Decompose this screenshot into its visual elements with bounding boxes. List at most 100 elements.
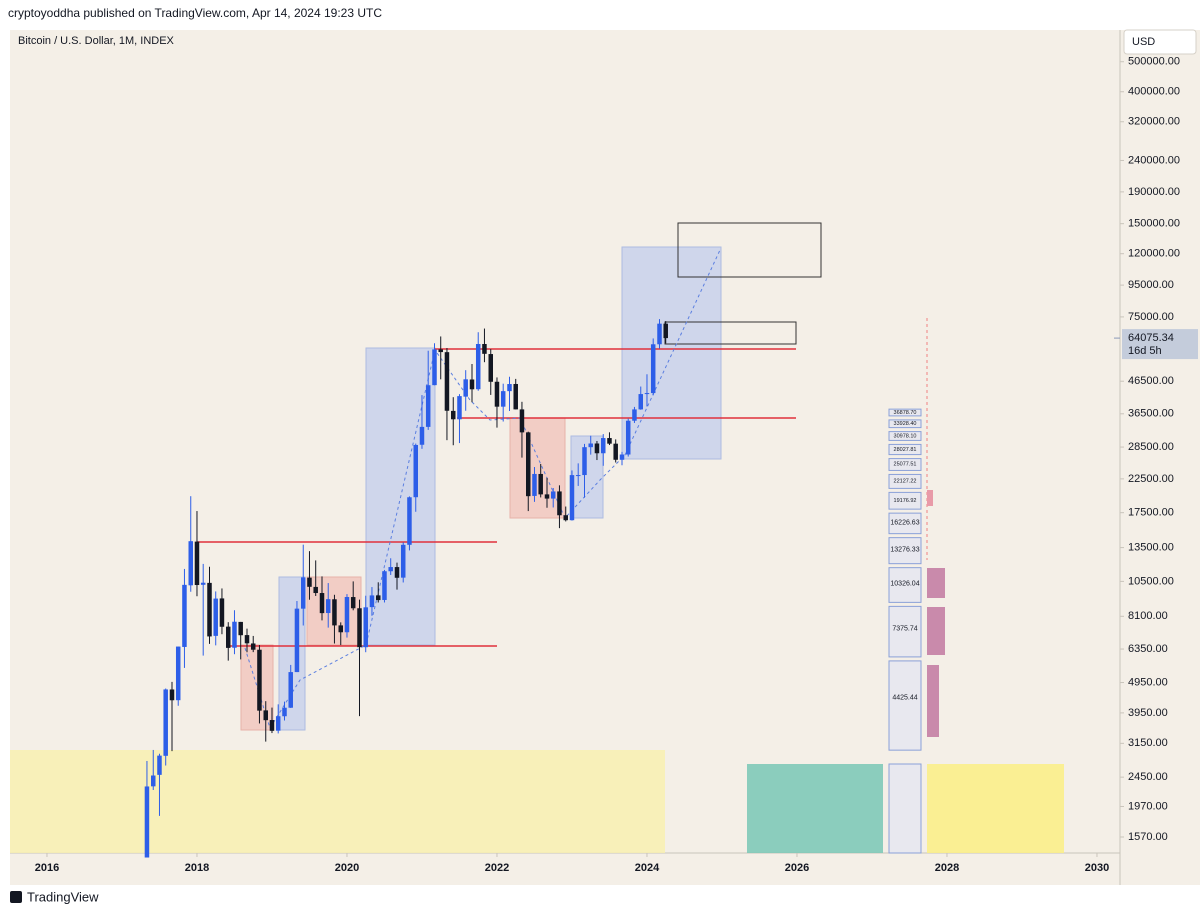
candle-body bbox=[357, 608, 362, 648]
candle-body bbox=[413, 444, 418, 498]
candle-body bbox=[488, 354, 493, 382]
candle-body bbox=[532, 473, 537, 496]
y-tick-label: 190000.00 bbox=[1128, 186, 1180, 198]
y-tick-label: 6350.00 bbox=[1128, 643, 1168, 655]
candle-body bbox=[407, 497, 412, 545]
candle-body bbox=[575, 475, 581, 477]
profile-label: 33928.40 bbox=[894, 421, 917, 427]
x-axis-area bbox=[10, 853, 1120, 885]
candle-body bbox=[226, 626, 231, 648]
profile-label: 19176.92 bbox=[894, 498, 917, 504]
x-tick-label: 2016 bbox=[35, 862, 59, 874]
candle-body bbox=[438, 349, 443, 353]
candle-body bbox=[500, 391, 506, 407]
candle-body bbox=[657, 323, 662, 345]
candle-body bbox=[494, 381, 500, 407]
projection-path bbox=[244, 249, 721, 730]
candle-body bbox=[275, 716, 281, 731]
candle-body bbox=[625, 420, 631, 455]
chart-title: Bitcoin / U.S. Dollar, 1M, INDEX bbox=[18, 35, 175, 47]
profile-label: 28027.81 bbox=[894, 447, 917, 453]
y-tick-label: 120000.00 bbox=[1128, 248, 1180, 260]
candle-body bbox=[513, 383, 518, 410]
y-tick-label: 36500.00 bbox=[1128, 408, 1174, 420]
x-tick-label: 2020 bbox=[335, 862, 359, 874]
candle-body bbox=[457, 396, 462, 420]
y-tick-label: 4950.00 bbox=[1128, 676, 1168, 688]
y-tick-label: 13500.00 bbox=[1128, 541, 1174, 553]
candle-body bbox=[663, 323, 668, 339]
candle-body bbox=[332, 599, 337, 626]
candle-body bbox=[382, 571, 387, 600]
candle-body bbox=[238, 621, 243, 636]
candle-body bbox=[338, 625, 343, 633]
candle-body bbox=[526, 432, 531, 497]
y-tick-label: 3950.00 bbox=[1128, 707, 1168, 719]
y-tick-label: 320000.00 bbox=[1128, 116, 1180, 128]
profile-box bbox=[888, 660, 922, 751]
candle-body bbox=[313, 586, 318, 594]
last-price-box bbox=[1122, 329, 1198, 360]
candle-body bbox=[175, 646, 181, 701]
zone-box bbox=[888, 763, 922, 854]
y-tick-label: 17500.00 bbox=[1128, 507, 1174, 519]
x-tick-label: 2030 bbox=[1085, 862, 1109, 874]
candle-body bbox=[444, 352, 450, 411]
candle-body bbox=[344, 596, 350, 633]
candle-body bbox=[207, 582, 212, 637]
candle-body bbox=[419, 426, 425, 445]
x-tick-label: 2022 bbox=[485, 862, 509, 874]
profile-label: 22127.22 bbox=[894, 479, 917, 485]
candle-body bbox=[144, 786, 150, 858]
candle-body bbox=[363, 607, 368, 648]
candle-body bbox=[288, 672, 293, 708]
profile-bar bbox=[927, 665, 939, 737]
profile-box bbox=[888, 408, 922, 417]
profile-box bbox=[888, 491, 922, 510]
profile-box bbox=[888, 567, 922, 603]
zone-box bbox=[621, 246, 722, 460]
profile-box bbox=[888, 605, 922, 658]
footer bbox=[0, 885, 1200, 914]
profile-label: 25077.51 bbox=[894, 462, 917, 468]
candle-body bbox=[200, 582, 206, 585]
y-tick-label: 150000.00 bbox=[1128, 218, 1180, 230]
y-tick-label: 400000.00 bbox=[1128, 86, 1180, 98]
candle-body bbox=[507, 384, 512, 392]
candle-body bbox=[182, 584, 187, 647]
candle-body bbox=[169, 689, 175, 701]
candle-body bbox=[257, 649, 262, 711]
candle-body bbox=[482, 344, 487, 354]
candle-body bbox=[307, 577, 312, 587]
candle-body bbox=[350, 597, 356, 609]
candle-body bbox=[157, 755, 162, 775]
y-tick-label: 240000.00 bbox=[1128, 154, 1180, 166]
candle-body bbox=[376, 595, 381, 601]
y-tick-label: 3150.00 bbox=[1128, 737, 1168, 749]
candle-body bbox=[432, 349, 437, 386]
profile-box bbox=[888, 512, 922, 535]
candle-body bbox=[301, 577, 306, 609]
candle-body bbox=[263, 710, 268, 721]
profile-box bbox=[888, 419, 922, 429]
y-tick-label: 500000.00 bbox=[1128, 56, 1180, 68]
x-tick-label: 2024 bbox=[635, 862, 660, 874]
candle-body bbox=[394, 567, 400, 578]
profile-box bbox=[888, 537, 922, 565]
candle-body bbox=[463, 379, 468, 397]
profile-label: 10326.04 bbox=[890, 580, 919, 587]
candle-body bbox=[425, 385, 431, 427]
candle-body bbox=[250, 643, 256, 650]
candle-body bbox=[613, 443, 618, 460]
candle-body bbox=[588, 443, 593, 448]
zone-box bbox=[240, 644, 274, 731]
zone-box bbox=[747, 764, 883, 853]
candle-body bbox=[563, 515, 568, 521]
candle-body bbox=[194, 541, 200, 586]
candle-body bbox=[582, 447, 587, 476]
currency-button[interactable] bbox=[1123, 29, 1197, 55]
candle-body bbox=[475, 344, 481, 390]
profile-box bbox=[888, 431, 922, 441]
